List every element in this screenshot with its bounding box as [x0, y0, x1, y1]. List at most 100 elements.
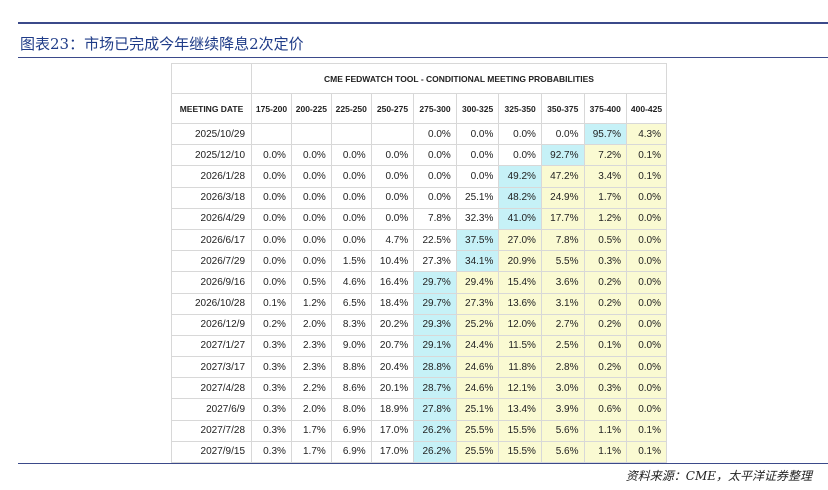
probability-cell: 25.1%	[455, 186, 500, 209]
data-row: 2026/3/18 0.0% 0.0% 0.0% 0.0% 0.0% 25.1% 48.2% 2…	[170, 186, 667, 209]
probability-cell: 9.0%	[330, 334, 372, 358]
probability-cell: 0.0%	[626, 356, 667, 379]
probability-cell: 27.3%	[455, 292, 500, 315]
probability-cell: 0.1%	[583, 334, 628, 358]
probability-cell: 18.4%	[370, 292, 415, 315]
probability-cell: 3.0%	[540, 377, 585, 400]
probability-cell: 0.0%	[626, 398, 667, 421]
probability-cell: 17.0%	[370, 419, 415, 442]
probability-cell: 0.0%	[540, 122, 585, 146]
probability-cell	[251, 122, 292, 146]
probability-cell: 5.5%	[540, 250, 585, 273]
probability-cell: 2.8%	[540, 356, 585, 379]
meeting-date: 2027/4/28	[170, 377, 253, 400]
probability-cell: 28.7%	[413, 377, 457, 400]
probability-cell: 0.1%	[626, 144, 667, 167]
probability-cell: 15.4%	[498, 271, 542, 294]
probability-cell: 11.5%	[498, 334, 542, 358]
meeting-date: 2026/7/29	[170, 250, 253, 273]
meeting-date: 2026/10/28	[170, 292, 253, 315]
probability-cell: 18.9%	[370, 398, 415, 421]
probability-cell: 20.7%	[370, 334, 415, 358]
probability-cell: 0.0%	[498, 144, 542, 167]
column-header: 175-200	[251, 93, 292, 124]
data-row: 2026/12/9 0.2% 2.0% 8.3% 20.2% 29.3% 25.2% 12.0…	[170, 313, 667, 336]
probability-cell: 0.3%	[251, 398, 292, 421]
meeting-date: 2026/1/28	[170, 165, 253, 188]
probability-cell: 48.2%	[498, 186, 542, 209]
data-row: 2027/1/27 0.3% 2.3% 9.0% 20.7% 29.1% 24.4% 11.5…	[170, 334, 667, 358]
probability-cell: 8.0%	[330, 398, 372, 421]
meeting-date: 2027/9/15	[170, 440, 253, 464]
probability-cell: 0.0%	[251, 144, 292, 167]
probability-cell: 0.0%	[330, 228, 372, 252]
probability-cell: 26.2%	[413, 419, 457, 442]
probability-cell: 0.0%	[330, 165, 372, 188]
probability-cell: 95.7%	[583, 122, 628, 146]
probability-cell: 4.7%	[370, 228, 415, 252]
data-row: 2027/3/17 0.3% 2.3% 8.8% 20.4% 28.8% 24.6% 11.8…	[170, 356, 667, 379]
probability-cell: 25.5%	[455, 419, 500, 442]
probability-cell: 3.6%	[540, 271, 585, 294]
probability-cell: 2.5%	[540, 334, 585, 358]
probability-cell: 5.6%	[540, 440, 585, 464]
probability-cell: 6.9%	[330, 440, 372, 464]
data-row: 2027/6/9 0.3% 2.0% 8.0% 18.9% 27.8% 25.1% 13.4%…	[170, 398, 667, 421]
meeting-date: 2027/6/9	[170, 398, 253, 421]
probability-cell: 1.1%	[583, 419, 628, 442]
probability-cell: 25.2%	[455, 313, 500, 336]
probability-cell: 0.2%	[583, 313, 628, 336]
probability-cell: 1.7%	[290, 440, 332, 464]
probability-cell: 1.2%	[290, 292, 332, 315]
probability-cell: 0.2%	[583, 271, 628, 294]
probability-cell: 0.1%	[626, 440, 667, 464]
probability-cell: 5.6%	[540, 419, 585, 442]
probability-cell: 20.1%	[370, 377, 415, 400]
corner	[170, 63, 253, 94]
probability-cell: 1.1%	[583, 440, 628, 464]
probability-cell: 0.2%	[251, 313, 292, 336]
probability-cell: 0.1%	[626, 419, 667, 442]
probability-cell: 7.8%	[413, 207, 457, 230]
column-header: 325-350	[498, 93, 542, 124]
probability-cell: 0.0%	[626, 334, 667, 358]
probability-cell: 34.1%	[455, 250, 500, 273]
figure-title: 图表23：市场已完成今年继续降息2次定价	[20, 35, 304, 53]
probability-cell: 6.9%	[330, 419, 372, 442]
probability-cell: 2.0%	[290, 398, 332, 421]
probability-cell: 26.2%	[413, 440, 457, 464]
probability-cell: 0.0%	[413, 186, 457, 209]
meeting-date: 2025/12/10	[170, 144, 253, 167]
probability-cell: 25.5%	[455, 440, 500, 464]
probability-cell: 4.6%	[330, 271, 372, 294]
column-header: 400-425	[626, 93, 667, 124]
probability-cell: 0.3%	[251, 440, 292, 464]
probability-cell: 7.8%	[540, 228, 585, 252]
probability-cell: 0.0%	[290, 165, 332, 188]
probability-cell: 0.0%	[290, 228, 332, 252]
probability-cell: 0.1%	[626, 165, 667, 188]
probability-cell: 0.0%	[370, 165, 415, 188]
rule	[18, 463, 828, 464]
column-header: 250-275	[370, 93, 415, 124]
probability-cell: 0.0%	[626, 292, 667, 315]
probability-cell: 27.8%	[413, 398, 457, 421]
column-header: 350-375	[540, 93, 585, 124]
data-row: 2026/9/16 0.0% 0.5% 4.6% 16.4% 29.7% 29.4% 15.4…	[170, 271, 667, 294]
data-row: 2025/12/10 0.0% 0.0% 0.0% 0.0% 0.0% 0.0% 0.0% 92…	[170, 144, 667, 167]
probability-cell: 29.7%	[413, 271, 457, 294]
rule	[18, 22, 828, 24]
probability-cell: 24.6%	[455, 356, 500, 379]
probability-cell: 0.0%	[370, 186, 415, 209]
probability-cell: 0.0%	[455, 122, 500, 146]
probability-cell: 12.1%	[498, 377, 542, 400]
probability-cell	[370, 122, 415, 146]
probability-cell: 8.3%	[330, 313, 372, 336]
probability-cell: 0.0%	[251, 250, 292, 273]
probability-cell: 47.2%	[540, 165, 585, 188]
probability-cell: 0.0%	[455, 144, 500, 167]
meeting-date: 2027/1/27	[170, 334, 253, 358]
column-header: 300-325	[455, 93, 500, 124]
probability-cell: 29.1%	[413, 334, 457, 358]
data-row: 2027/4/28 0.3% 2.2% 8.6% 20.1% 28.7% 24.6% 12.1…	[170, 377, 667, 400]
